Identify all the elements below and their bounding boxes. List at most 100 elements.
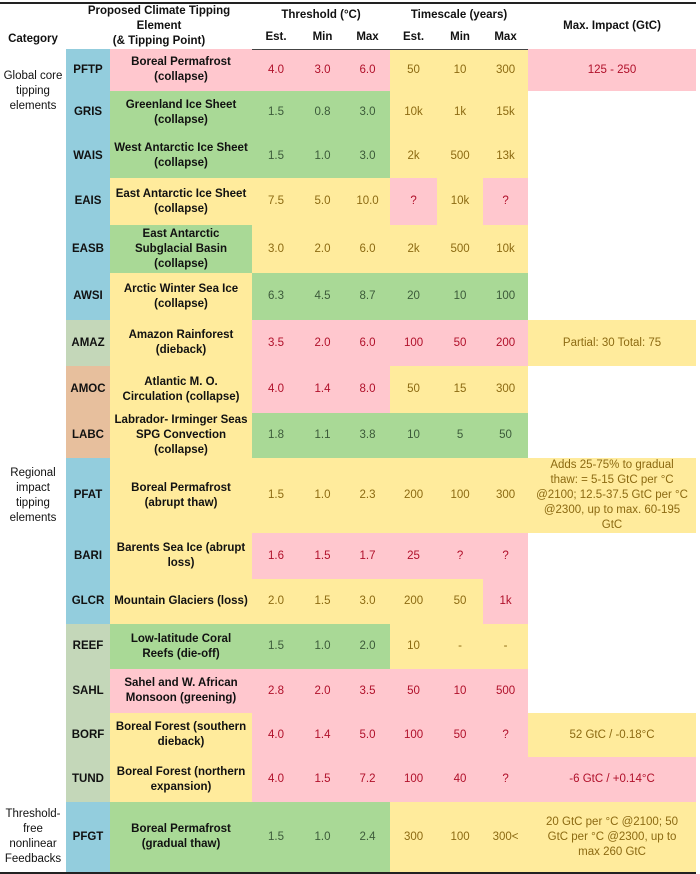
threshold-max: 10.0 — [345, 178, 391, 225]
max-impact — [528, 273, 697, 320]
max-impact — [528, 624, 697, 669]
table-row: GRIS Greenland Ice Sheet (collapse) 1.5 0.8… — [0, 91, 697, 134]
element-code: GLCR — [66, 579, 110, 624]
threshold-est: 1.5 — [252, 802, 300, 873]
element-code: BORF — [66, 713, 110, 757]
header-threshold: Threshold (°C) — [281, 8, 361, 21]
threshold-est: 1.5 — [252, 624, 300, 669]
header-timescale: Timescale (years) — [410, 8, 508, 21]
threshold-min: 2.0 — [300, 669, 345, 713]
threshold-max: 3.0 — [345, 579, 391, 624]
timescale-min: 500 — [437, 134, 484, 178]
element-name: East Antarctic Subglacial Basin (collaps… — [110, 225, 252, 273]
threshold-min: 3.0 — [300, 49, 345, 91]
header-threshold-max: Max — [345, 26, 391, 50]
threshold-max: 8.0 — [345, 366, 391, 413]
element-code: PFTP — [66, 49, 110, 91]
table-row: EAIS East Antarctic Ice Sheet (collapse) 7… — [0, 178, 697, 225]
max-impact — [528, 579, 697, 624]
threshold-max: 3.0 — [345, 134, 391, 178]
category-empty — [0, 579, 66, 624]
timescale-min: 50 — [437, 713, 484, 757]
timescale-min: 40 — [437, 757, 484, 802]
category-empty — [0, 533, 66, 579]
element-code: WAIS — [66, 134, 110, 178]
table-row: BORF Boreal Forest (southern dieback) 4.0 1… — [0, 713, 697, 757]
threshold-est: 7.5 — [252, 178, 300, 225]
threshold-min: 2.0 — [300, 225, 345, 273]
table-row: BARI Barents Sea Ice (abrupt loss) 1.6 1.5 1… — [0, 533, 697, 579]
category-label: Regional impact tipping elements — [9, 466, 57, 524]
element-name: Sahel and W. African Monsoon (greening) — [110, 669, 252, 713]
header-timescale-min: Min — [437, 26, 484, 50]
max-impact — [528, 91, 697, 134]
header-element: Proposed Climate Tipping Element (& Tipp… — [66, 3, 252, 49]
threshold-est: 4.0 — [252, 713, 300, 757]
threshold-est: 3.5 — [252, 320, 300, 366]
table-row: SAHL Sahel and W. African Monsoon (greeni… — [0, 669, 697, 713]
timescale-max: - — [483, 624, 529, 669]
timescale-min: 10k — [437, 178, 484, 225]
threshold-est: 4.0 — [252, 49, 300, 91]
max-impact: -6 GtC / +0.14°C — [528, 757, 697, 802]
timescale-max: 10k — [483, 225, 529, 273]
category-empty — [0, 413, 66, 458]
threshold-max: 6.0 — [345, 225, 391, 273]
max-impact — [528, 366, 697, 413]
threshold-est: 2.0 — [252, 579, 300, 624]
timescale-est: 200 — [390, 458, 438, 533]
table-row: GLCR Mountain Glaciers (loss) 2.0 1.5 3.0 200… — [0, 579, 697, 624]
category-empty — [0, 366, 66, 413]
threshold-est: 1.6 — [252, 533, 300, 579]
category-empty — [0, 713, 66, 757]
threshold-min: 1.0 — [300, 134, 345, 178]
timescale-max: 1k — [483, 579, 529, 624]
threshold-max: 3.5 — [345, 669, 391, 713]
timescale-est: 100 — [390, 757, 438, 802]
timescale-min: ? — [437, 533, 484, 579]
element-name: Arctic Winter Sea Ice (collapse) — [110, 273, 252, 320]
threshold-min: 1.1 — [300, 413, 345, 458]
timescale-min: 100 — [437, 458, 484, 533]
threshold-min: 1.0 — [300, 624, 345, 669]
element-name: Amazon Rainforest (dieback) — [110, 320, 252, 366]
timescale-min: 10 — [437, 669, 484, 713]
element-name: Mountain Glaciers (loss) — [110, 579, 252, 624]
timescale-max: 300 — [483, 366, 529, 413]
timescale-est: 300 — [390, 802, 438, 873]
timescale-est: 200 — [390, 579, 438, 624]
timescale-est: 100 — [390, 320, 438, 366]
threshold-max: 3.8 — [345, 413, 391, 458]
timescale-max: 300< — [483, 802, 529, 873]
threshold-min: 0.8 — [300, 91, 345, 134]
threshold-min: 1.0 — [300, 802, 345, 873]
element-name: Boreal Forest (southern dieback) — [110, 713, 252, 757]
category-label: Threshold-free nonlinear Feedbacks — [4, 808, 62, 865]
element-code: SAHL — [66, 669, 110, 713]
max-impact — [528, 533, 697, 579]
element-name: Boreal Permafrost (collapse) — [110, 49, 252, 91]
table-row: REEF Low-latitude Coral Reefs (die-off) 1.… — [0, 624, 697, 669]
table-row: LABC Labrador- Irminger Seas SPG Convecti… — [0, 413, 697, 458]
max-impact: 125 - 250 — [528, 49, 697, 91]
threshold-min: 1.5 — [300, 533, 345, 579]
element-code: EASB — [66, 225, 110, 273]
element-code: LABC — [66, 413, 110, 458]
category-empty — [0, 320, 66, 366]
table-row: WAIS West Antarctic Ice Sheet (collapse) 1… — [0, 134, 697, 178]
timescale-est: 50 — [390, 49, 438, 91]
element-name: East Antarctic Ice Sheet (collapse) — [110, 178, 252, 225]
threshold-est: 4.0 — [252, 757, 300, 802]
max-impact: 20 GtC per °C @2100; 50 GtC per °C @2300… — [528, 802, 697, 873]
threshold-max: 6.0 — [345, 320, 391, 366]
category-empty — [0, 178, 66, 225]
threshold-min: 1.5 — [300, 579, 345, 624]
category-label: Global core tipping elements — [3, 70, 63, 112]
timescale-est: 2k — [390, 225, 438, 273]
timescale-max: 300 — [483, 49, 529, 91]
threshold-est: 1.5 — [252, 458, 300, 533]
timescale-min: - — [437, 624, 484, 669]
table-row: TUND Boreal Forest (northern expansion) 4.… — [0, 757, 697, 802]
category-empty — [0, 273, 66, 320]
